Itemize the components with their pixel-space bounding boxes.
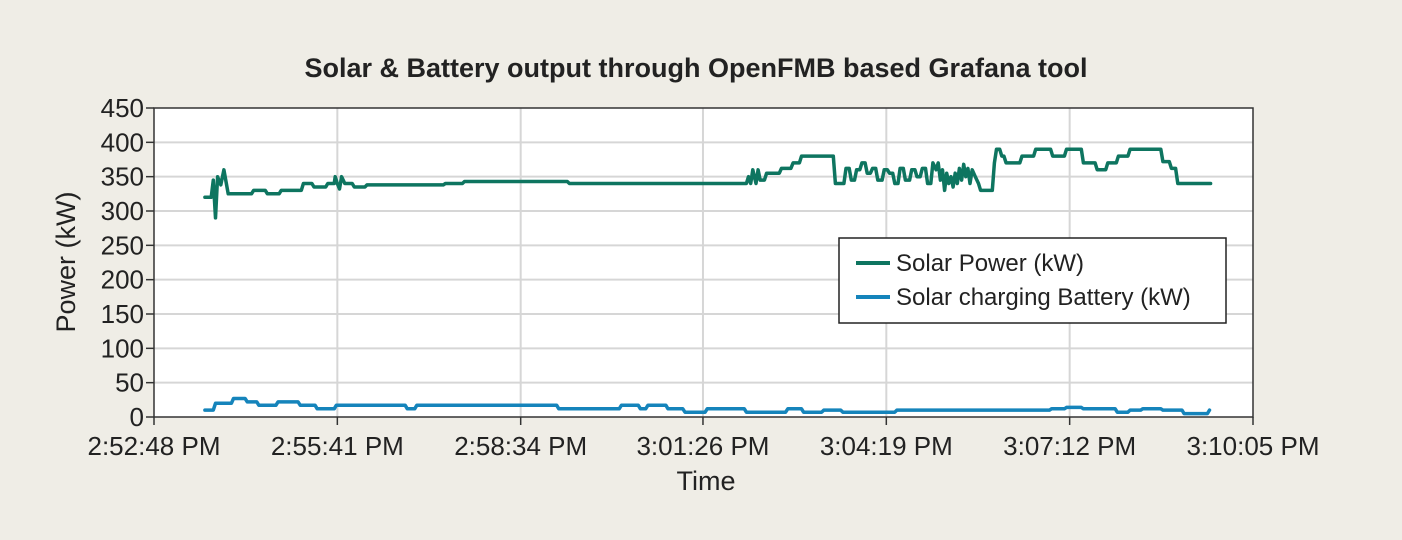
x-tick-label: 3:01:26 PM: [636, 431, 769, 461]
plot-frame: [153, 107, 1254, 418]
x-tick-label: 3:07:12 PM: [1003, 431, 1136, 461]
y-tick-label: 250: [101, 230, 144, 260]
legend-box: [838, 237, 1227, 324]
x-axis: 2:52:48 PM 2:55:41 PM 2:58:34 PM 3:01:26 PM…: [88, 417, 1320, 461]
x-tick-label: 2:58:34 PM: [454, 431, 587, 461]
x-tick-label: 2:55:41 PM: [271, 431, 404, 461]
legend-label-solar-power: Solar Power (kW): [896, 250, 1084, 277]
y-axis-label: Power (kW): [51, 192, 81, 333]
y-tick-label: 0: [130, 402, 144, 432]
gridlines: [154, 108, 1253, 417]
y-tick-label: 100: [101, 333, 144, 363]
x-tick-label: 3:04:19 PM: [820, 431, 953, 461]
y-tick-label: 350: [101, 162, 144, 192]
y-tick-label: 150: [101, 299, 144, 329]
y-tick-label: 300: [101, 196, 144, 226]
series-lines: [203, 147, 1213, 416]
y-axis: 0 50 100 150 200 250 300 350 400 450: [101, 93, 154, 432]
y-tick-label: 200: [101, 265, 144, 295]
y-tick-label: 400: [101, 127, 144, 157]
series-line-1: [203, 396, 1212, 416]
x-tick-label: 2:52:48 PM: [88, 431, 221, 461]
y-tick-label: 450: [101, 93, 144, 123]
y-tick-label: 50: [115, 368, 144, 398]
legend-label-battery: Solar charging Battery (kW): [896, 284, 1191, 311]
x-tick-label: 3:10:05 PM: [1187, 431, 1320, 461]
chart-title: Solar & Battery output through OpenFMB b…: [304, 53, 1087, 83]
x-axis-label: Time: [677, 466, 736, 496]
legend: Solar Power (kW) Solar charging Battery …: [838, 237, 1227, 324]
series-line-0: [203, 147, 1213, 220]
